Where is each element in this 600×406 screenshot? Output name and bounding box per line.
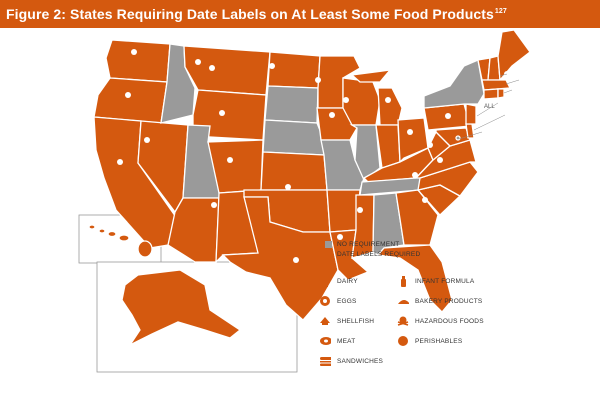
icon-legend-label: MEAT	[337, 337, 356, 345]
eggs-marker-icon	[337, 234, 343, 240]
state-dc	[455, 135, 461, 141]
legend: NO REQUIREMENT DATE LABELS REQUIRED	[325, 240, 420, 260]
state-ak	[121, 269, 242, 347]
baby-bottle-icon	[397, 275, 409, 287]
state-ga	[395, 189, 439, 246]
perishables-icon	[397, 335, 409, 347]
dairy-marker-icon	[357, 207, 363, 213]
figure-title-text: Figure 2: States Requiring Date Labels o…	[6, 6, 494, 22]
state-ny	[423, 59, 485, 109]
state-mt	[183, 45, 271, 96]
infant-formula-marker-icon	[433, 242, 439, 248]
date-labels-swatch	[325, 251, 332, 258]
eggs-marker-icon	[293, 257, 299, 263]
icon-legend-perishables: PERISHABLES	[397, 335, 462, 347]
icon-legend-label: HAZARDOUS FOODS	[415, 317, 484, 325]
map-container	[0, 28, 600, 401]
eggs-marker-icon	[285, 184, 291, 190]
all-annotation: ALL	[484, 104, 495, 110]
state-md	[435, 127, 471, 147]
food-icon-legend: DAIRY EGGS SHELLFISH MEAT SANDWICHES INF…	[319, 275, 499, 395]
dairy-marker-icon	[209, 65, 215, 71]
bakery-marker-icon	[525, 70, 531, 76]
icon-legend-sandwiches: SANDWICHES	[319, 355, 383, 367]
sandwich-icon	[319, 355, 331, 367]
eggs-marker-icon	[125, 92, 131, 98]
dairy-marker-icon	[329, 112, 335, 118]
icon-legend-bakery: BAKERY PRODUCTS	[397, 295, 482, 307]
state-ar	[326, 189, 361, 233]
state-hi	[88, 224, 153, 258]
icon-legend-infant-formula: INFANT FORMULA	[397, 275, 474, 287]
icon-legend-label: SANDWICHES	[337, 357, 384, 365]
eggs-marker-icon	[195, 59, 201, 65]
eggs-icon	[319, 295, 331, 307]
icon-legend-meat: MEAT	[319, 335, 355, 347]
legend-row-date-labels: DATE LABELS REQUIRED	[325, 250, 420, 259]
dairy-marker-icon	[211, 202, 217, 208]
eggs-marker-icon	[219, 110, 225, 116]
state-fl	[376, 244, 453, 313]
no-requirement-swatch	[325, 241, 332, 248]
eggs-marker-icon	[269, 63, 275, 69]
state-ri	[497, 88, 505, 99]
legend-label-no-requirement: NO REQUIREMENT	[337, 241, 400, 248]
state-wy	[192, 89, 267, 141]
state-nj	[465, 103, 477, 125]
dairy-marker-icon	[117, 159, 123, 165]
eggs-marker-icon	[315, 77, 321, 83]
meat-icon	[319, 335, 331, 347]
eggs-marker-icon	[445, 113, 451, 119]
bread-icon	[397, 295, 409, 307]
state-tx	[221, 196, 339, 321]
icon-legend-label: DAIRY	[337, 277, 358, 285]
legend-label-date-labels: DATE LABELS REQUIRED	[337, 251, 421, 258]
eggs-marker-icon	[227, 157, 233, 163]
eggs-marker-icon	[412, 172, 418, 178]
dairy-marker-icon	[131, 49, 137, 55]
dairy-marker-icon	[103, 247, 109, 253]
title-bar: Figure 2: States Requiring Date Labels o…	[0, 0, 600, 28]
icon-legend-label: EGGS	[337, 297, 357, 305]
legend-row-no-requirement: NO REQUIREMENT	[325, 240, 420, 249]
state-oh	[397, 117, 429, 164]
state-ne	[262, 119, 325, 156]
dairy-icon	[319, 275, 331, 287]
icon-legend-label: INFANT FORMULA	[415, 277, 475, 285]
skull-crossbones-icon	[397, 315, 409, 327]
dairy-marker-icon	[385, 97, 391, 103]
icon-legend-label: BAKERY PRODUCTS	[415, 297, 483, 305]
eggs-marker-icon	[343, 97, 349, 103]
shellfish-marker-icon	[535, 91, 541, 97]
icon-legend-eggs: EGGS	[319, 295, 357, 307]
state-or	[93, 77, 168, 124]
shellfish-icon	[319, 315, 331, 327]
icon-legend-hazardous: HAZARDOUS FOODS	[397, 315, 484, 327]
state-nd	[267, 51, 321, 89]
state-food-markers	[103, 49, 541, 263]
icon-legend-label: SHELLFISH	[337, 317, 375, 325]
icon-legend-shellfish: SHELLFISH	[319, 315, 374, 327]
hazardous-foods-marker-icon	[144, 137, 150, 143]
figure-title-footnote: 127	[494, 8, 507, 16]
leader-lines	[458, 73, 520, 140]
figure-title: Figure 2: States Requiring Date Labels o…	[0, 6, 507, 22]
icon-legend-label: PERISHABLES	[415, 337, 463, 345]
state-ks	[260, 151, 328, 191]
dairy-marker-icon	[427, 142, 433, 148]
eggs-marker-icon	[407, 129, 413, 135]
eggs-marker-icon	[422, 197, 428, 203]
state-mi	[350, 69, 403, 126]
state-ct	[483, 88, 499, 100]
icon-legend-dairy: DAIRY	[319, 275, 358, 287]
state-wa	[105, 39, 171, 83]
state-sd	[264, 85, 319, 124]
us-map	[78, 29, 541, 373]
eggs-marker-icon	[437, 157, 443, 163]
